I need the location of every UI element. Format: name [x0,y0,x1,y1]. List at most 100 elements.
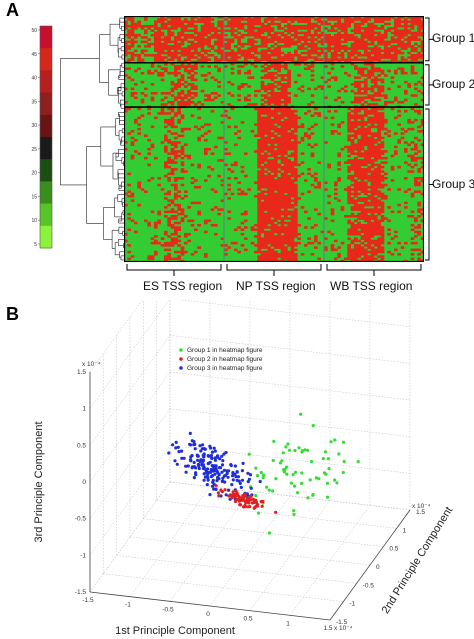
data-point [240,478,245,482]
data-point [252,506,256,510]
data-point [233,499,237,504]
data-point [222,468,226,472]
color-scale-tick-label: 5 [34,242,37,248]
region-label-es: ES TSS region [143,279,223,293]
z-tick-label: -0.5 [75,516,87,523]
data-point [252,498,256,502]
data-point [296,491,300,495]
data-point [356,460,360,464]
data-point [217,473,221,477]
data-point [229,463,233,468]
data-point [317,477,321,481]
data-point [341,470,345,475]
z-tick-label: 1 [82,406,86,413]
data-point [215,479,219,483]
data-point [281,451,285,455]
data-point [258,479,262,484]
x-tick-label: 0 [206,611,210,618]
data-point [292,509,296,513]
data-point [283,467,287,472]
data-point [237,495,241,499]
region-bracket [126,264,222,276]
y-tick-label: 1 [403,527,407,534]
data-point [231,474,235,478]
data-point [246,480,250,484]
x-tick-label: -1.5 [82,597,94,604]
color-scale-tick-label: 20 [31,171,37,177]
data-point [220,454,224,458]
data-point [194,471,198,475]
data-point [193,442,197,446]
data-point [202,478,206,482]
data-point [182,456,186,460]
data-point [267,488,271,492]
z-tick-label: 0 [82,479,86,486]
data-point [238,481,242,485]
data-point [321,457,325,461]
data-point [212,446,216,450]
y-tick-label: 1.5 [416,509,425,516]
data-point [167,451,171,455]
z-tick-label: -1.5 [75,589,87,596]
data-point [205,483,209,487]
data-point [203,475,207,479]
data-point [208,444,212,448]
series-group-1-points [243,412,360,535]
data-point [325,495,330,499]
data-point [235,470,239,474]
data-point [242,505,246,509]
data-point [293,470,298,474]
data-point [234,489,238,493]
group-brace [425,17,433,62]
data-point [303,448,307,452]
x-tick-label: 1 [286,620,290,627]
data-point [306,496,310,500]
data-point [192,460,196,465]
data-point [189,455,193,459]
panel-a: A 50 45 40 35 30 25 20 15 10 5 Group 1 Group 2 Gr… [0,0,474,300]
data-point [201,466,206,471]
data-point [220,470,224,474]
data-point [235,478,239,482]
data-point [311,424,315,428]
data-point [271,458,275,463]
series-group-2-points [214,484,278,514]
data-point [231,478,235,482]
data-point [207,454,211,458]
data-point [224,493,228,497]
data-point [199,449,203,453]
data-point [201,443,205,447]
data-point [196,462,200,467]
data-point [314,476,318,480]
data-point [220,463,225,467]
data-point [217,494,221,498]
data-point [208,470,213,474]
data-point [212,487,216,491]
data-point [246,471,250,475]
data-point [286,442,290,446]
color-scale-segment [40,137,52,160]
color-scale-segment [40,203,52,227]
data-point [221,459,225,463]
data-point [211,469,215,473]
y-tick-label: -0.5 [363,582,375,589]
data-point [231,490,235,494]
data-point [265,485,269,489]
color-scale-segment [40,92,52,116]
axis-line [329,509,411,621]
data-point [335,481,339,485]
data-point [292,512,296,516]
legend-marker [179,366,183,370]
data-point [333,438,337,442]
data-point [327,467,331,471]
data-point [329,440,333,444]
data-point [177,450,181,454]
data-point [267,531,272,535]
panel-b: B -1.5 -1 -0.5 0 0.5 1 1.5 -1.5 -1 -0.5 0 0.5 1 1.5 -1… [0,300,474,639]
color-scale-segment [40,181,52,205]
data-point [230,496,234,500]
y-tick-label: -1.5 [336,619,348,626]
data-point [246,505,250,509]
data-point [248,473,253,477]
data-point [216,475,220,479]
